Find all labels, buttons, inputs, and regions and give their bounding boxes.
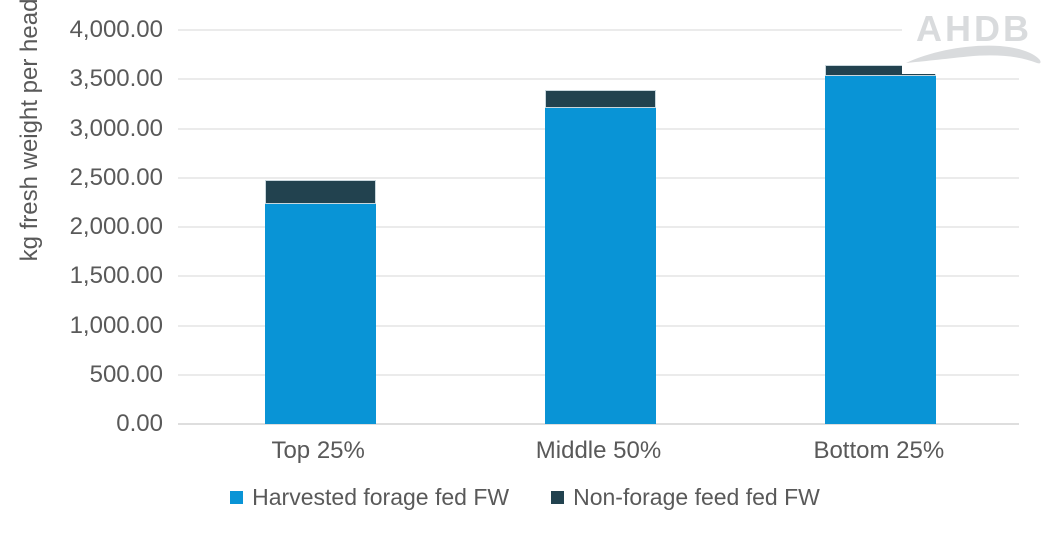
y-tick-label: 1,000.00 — [69, 311, 163, 339]
bar-segment — [264, 204, 376, 424]
ahdb-logo-text: AHDB — [916, 8, 1032, 49]
legend-label: Harvested forage fed FW — [252, 484, 510, 510]
x-axis-line — [178, 423, 1019, 425]
gridline — [178, 78, 1019, 81]
y-tick-label: 4,000.00 — [69, 16, 163, 43]
legend-marker-icon — [230, 491, 244, 504]
legend-item: Non-forage feed fed FW — [551, 484, 820, 511]
x-axis-category-label: Top 25% — [271, 437, 365, 464]
legend: Harvested forage fed FW Non-forage feed f… — [0, 484, 1050, 511]
y-tick-label: 2,000.00 — [69, 213, 163, 240]
plot-area — [178, 29, 1019, 425]
y-tick-label: 1,500.00 — [69, 262, 163, 290]
legend-item: Harvested forage fed FW — [230, 484, 509, 511]
y-tick-label: 3,000.00 — [69, 114, 163, 142]
y-tick-label: 500.00 — [89, 360, 163, 388]
gridline — [178, 29, 1019, 31]
bar-segment — [545, 89, 656, 108]
x-axis-category-label: Bottom 25% — [813, 437, 945, 464]
legend-label: Non-forage feed fed FW — [573, 484, 820, 510]
y-tick-label: 0.00 — [116, 410, 163, 437]
y-tick-label: 2,500.00 — [69, 163, 163, 191]
y-tick-label: 3,500.00 — [69, 65, 163, 93]
bar-segment — [545, 107, 656, 424]
bar-segment — [264, 179, 376, 205]
ahdb-logo-swoosh-icon — [906, 45, 1041, 64]
bar-segment — [825, 75, 937, 424]
legend-marker-icon — [551, 491, 565, 504]
ahdb-logo: AHDB — [902, 0, 1050, 74]
x-axis-category-label: Middle 50% — [535, 437, 662, 464]
